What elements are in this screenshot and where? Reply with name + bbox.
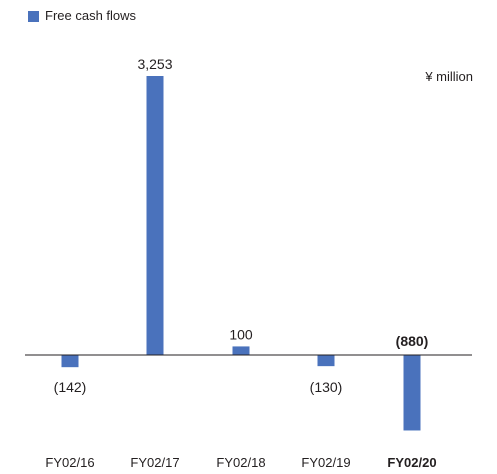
data-label-fy02-19: (130)	[310, 379, 343, 395]
x-tick-label-fy02-17: FY02/17	[130, 455, 179, 470]
x-tick-label-fy02-20: FY02/20	[387, 455, 436, 470]
data-label-fy02-17: 3,253	[137, 56, 172, 72]
data-label-fy02-16: (142)	[54, 379, 87, 395]
bar-fy02-19	[317, 355, 335, 367]
legend-label: Free cash flows	[45, 8, 137, 23]
bar-fy02-20	[403, 355, 421, 431]
x-tick-label-fy02-19: FY02/19	[301, 455, 350, 470]
unit-label: ¥ million	[425, 69, 473, 84]
legend: Free cash flows	[28, 8, 136, 24]
legend-swatch	[28, 10, 39, 22]
x-tick-label-fy02-18: FY02/18	[216, 455, 265, 470]
x-tick-label-fy02-16: FY02/16	[45, 455, 94, 470]
bar-fy02-18	[232, 346, 250, 355]
bar-fy02-17	[146, 76, 164, 355]
data-label-fy02-18: 100	[229, 326, 253, 342]
bar-fy02-16	[61, 355, 79, 368]
data-label-fy02-20: (880)	[396, 333, 429, 349]
